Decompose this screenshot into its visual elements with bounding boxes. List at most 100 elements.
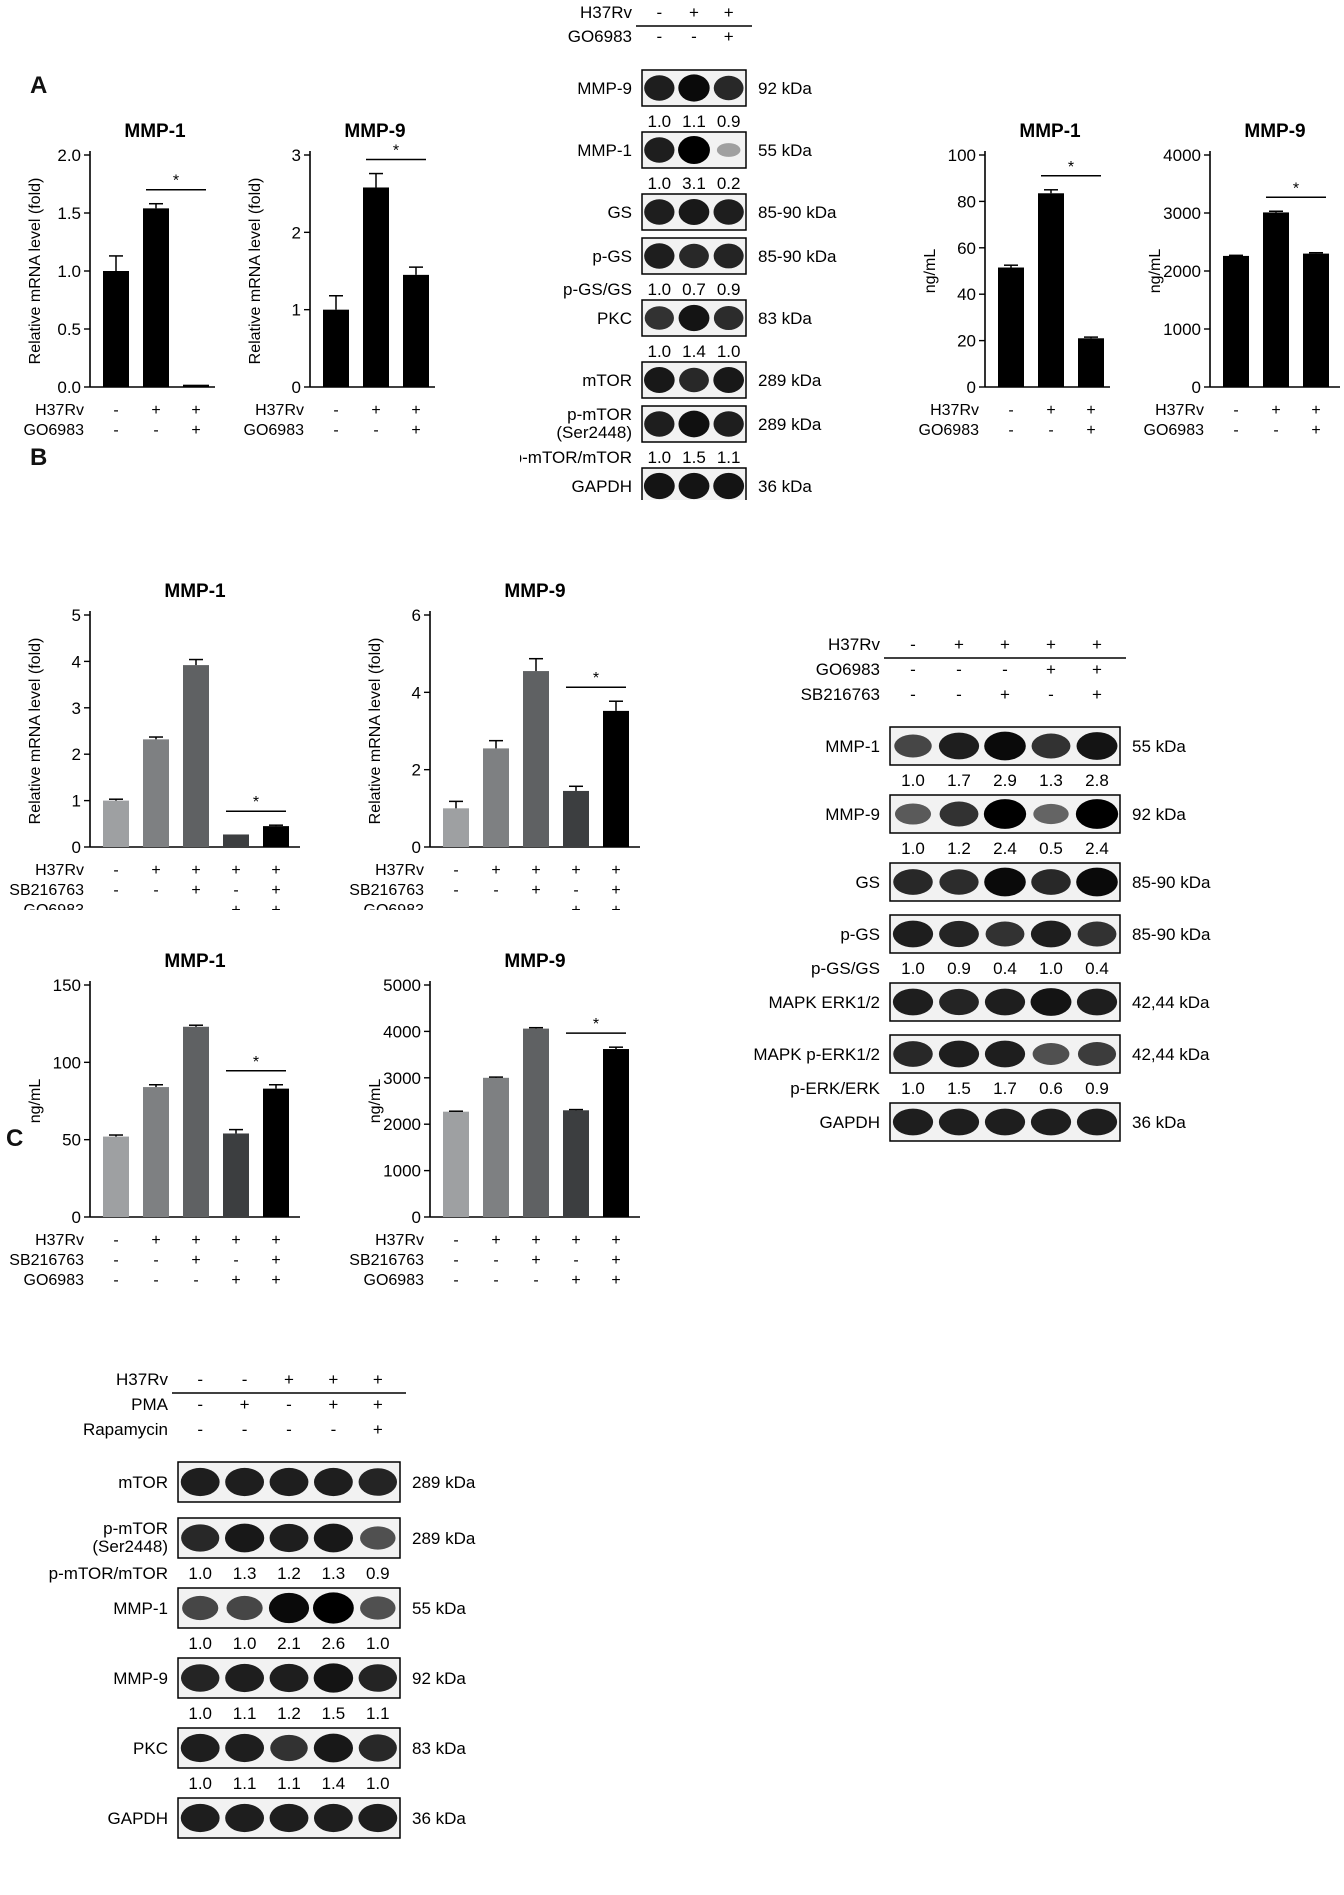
blot-band xyxy=(713,411,744,437)
band-label: GAPDH xyxy=(572,477,632,496)
y-tick-label: 3 xyxy=(292,146,301,165)
blot-band xyxy=(644,306,674,330)
y-tick-label: 0 xyxy=(292,378,301,397)
condition-sign: - xyxy=(197,1395,203,1414)
bar xyxy=(483,748,509,847)
y-tick-label: 1 xyxy=(72,792,81,811)
condition-sign: - xyxy=(113,1232,118,1249)
band-label: GAPDH xyxy=(820,1113,880,1132)
ratio-label: p-ERK/ERK xyxy=(790,1079,880,1098)
condition-sign: - xyxy=(573,1252,578,1269)
bar xyxy=(1223,255,1249,387)
condition-sign: - xyxy=(573,882,578,899)
blot-band xyxy=(360,1526,396,1550)
blot-band xyxy=(893,1041,933,1067)
bar xyxy=(998,267,1024,387)
condition-sign: + xyxy=(1311,422,1320,439)
ratio-value: 1.3 xyxy=(322,1564,346,1583)
ratio-value: 0.5 xyxy=(1039,839,1063,858)
condition-sign: - xyxy=(286,1420,292,1439)
condition-sign: + xyxy=(571,902,580,910)
ratio-value: 1.4 xyxy=(322,1774,346,1793)
chart-title: MMP-9 xyxy=(1244,121,1305,142)
chart-a-mmp9-mrna: MMP-9 Relative mRNA level (fold) 0 1 2 3 * H37R… xyxy=(244,121,435,439)
condition-sign: + xyxy=(231,902,240,910)
y-tick-label: 0 xyxy=(1192,378,1201,397)
condition-sign: + xyxy=(1046,635,1056,654)
blot-band xyxy=(679,367,709,393)
condition-sign: - xyxy=(193,1272,198,1285)
condition-label: GO6983 xyxy=(364,902,425,910)
band-label: GS xyxy=(855,873,880,892)
condition-sign: - xyxy=(373,422,378,439)
blot-band xyxy=(984,1040,1026,1068)
y-tick-label: 150 xyxy=(53,976,81,995)
blot-band xyxy=(713,199,744,225)
condition-sign: - xyxy=(197,1420,203,1439)
blot-band xyxy=(892,920,934,948)
ratio-value: 1.0 xyxy=(901,1079,925,1098)
band-label: mTOR xyxy=(582,371,632,390)
ratio-value: 1.0 xyxy=(188,1564,212,1583)
blot-band xyxy=(716,143,741,157)
blot-band xyxy=(180,1664,220,1692)
ratio-value: 1.1 xyxy=(277,1774,301,1793)
band-label: GS xyxy=(607,203,632,222)
band-label: MAPK ERK1/2 xyxy=(769,993,881,1012)
blot-band xyxy=(1030,1108,1072,1136)
blot-band xyxy=(644,243,675,269)
blot-band xyxy=(1075,799,1119,829)
ratio-value: 1.0 xyxy=(901,959,925,978)
band-label: MMP-1 xyxy=(825,737,880,756)
band-size-label: 85-90 kDa xyxy=(758,203,837,222)
ratio-value: 0.4 xyxy=(1085,959,1109,978)
panel-label-a: A xyxy=(30,72,48,99)
blot-band xyxy=(1076,1108,1118,1136)
ratio-value: 2.4 xyxy=(993,839,1017,858)
condition-label: SB216763 xyxy=(349,882,424,899)
condition-sign: - xyxy=(910,635,916,654)
condition-label: GO6983 xyxy=(24,1272,85,1285)
blot-band xyxy=(644,411,675,437)
ratio-value: 1.0 xyxy=(233,1634,257,1653)
ratio-value: 1.0 xyxy=(901,839,925,858)
blot-band xyxy=(225,1733,265,1763)
condition-sign: + xyxy=(411,422,420,439)
band-size-label: 42,44 kDa xyxy=(1132,1045,1210,1064)
bar xyxy=(263,1088,289,1217)
blot-band xyxy=(892,1108,934,1136)
condition-sign: - xyxy=(113,902,118,910)
condition-sign: - xyxy=(242,1420,248,1439)
ratio-value: 1.0 xyxy=(648,112,672,131)
ratio-value: 1.5 xyxy=(947,1079,971,1098)
blot-band xyxy=(894,803,932,825)
condition-sign: - xyxy=(333,402,338,419)
bar xyxy=(143,1087,169,1217)
condition-label: SB216763 xyxy=(9,882,84,899)
condition-label: GO6983 xyxy=(568,27,632,46)
condition-sign: - xyxy=(331,1420,337,1439)
y-tick-label: 4000 xyxy=(1163,146,1201,165)
ratio-value: 1.7 xyxy=(947,771,971,790)
condition-sign: + xyxy=(231,1272,240,1285)
blot-band xyxy=(644,137,675,163)
y-axis-label: ng/mL xyxy=(922,249,939,294)
ratio-value: 1.3 xyxy=(233,1564,257,1583)
ratio-value: 1.0 xyxy=(717,342,741,361)
blot-band xyxy=(1076,988,1118,1016)
band-size-label: 83 kDa xyxy=(412,1739,466,1758)
chart-b-mmp1-elisa: MMP-1 ng/mL 0 50 100 150 * H37Rv - + + + + SB216763 - -… xyxy=(9,951,300,1285)
condition-sign: + xyxy=(1046,402,1055,419)
ratio-value: 1.2 xyxy=(277,1704,301,1723)
condition-sign: + xyxy=(271,1272,280,1285)
condition-sign: + xyxy=(1086,402,1095,419)
condition-sign: + xyxy=(371,402,380,419)
condition-sign: + xyxy=(151,402,160,419)
chart-b-mmp1-mrna: MMP-1 Relative mRNA level (fold) 0 1 2 3 4 5 * H3… xyxy=(9,581,300,910)
ratio-value: 2.1 xyxy=(277,1634,301,1653)
condition-label: H37Rv xyxy=(35,862,84,879)
condition-label: H37Rv xyxy=(35,1232,84,1249)
condition-sign: - xyxy=(193,902,198,910)
condition-sign: - xyxy=(153,1272,158,1285)
condition-sign: + xyxy=(491,1232,500,1249)
